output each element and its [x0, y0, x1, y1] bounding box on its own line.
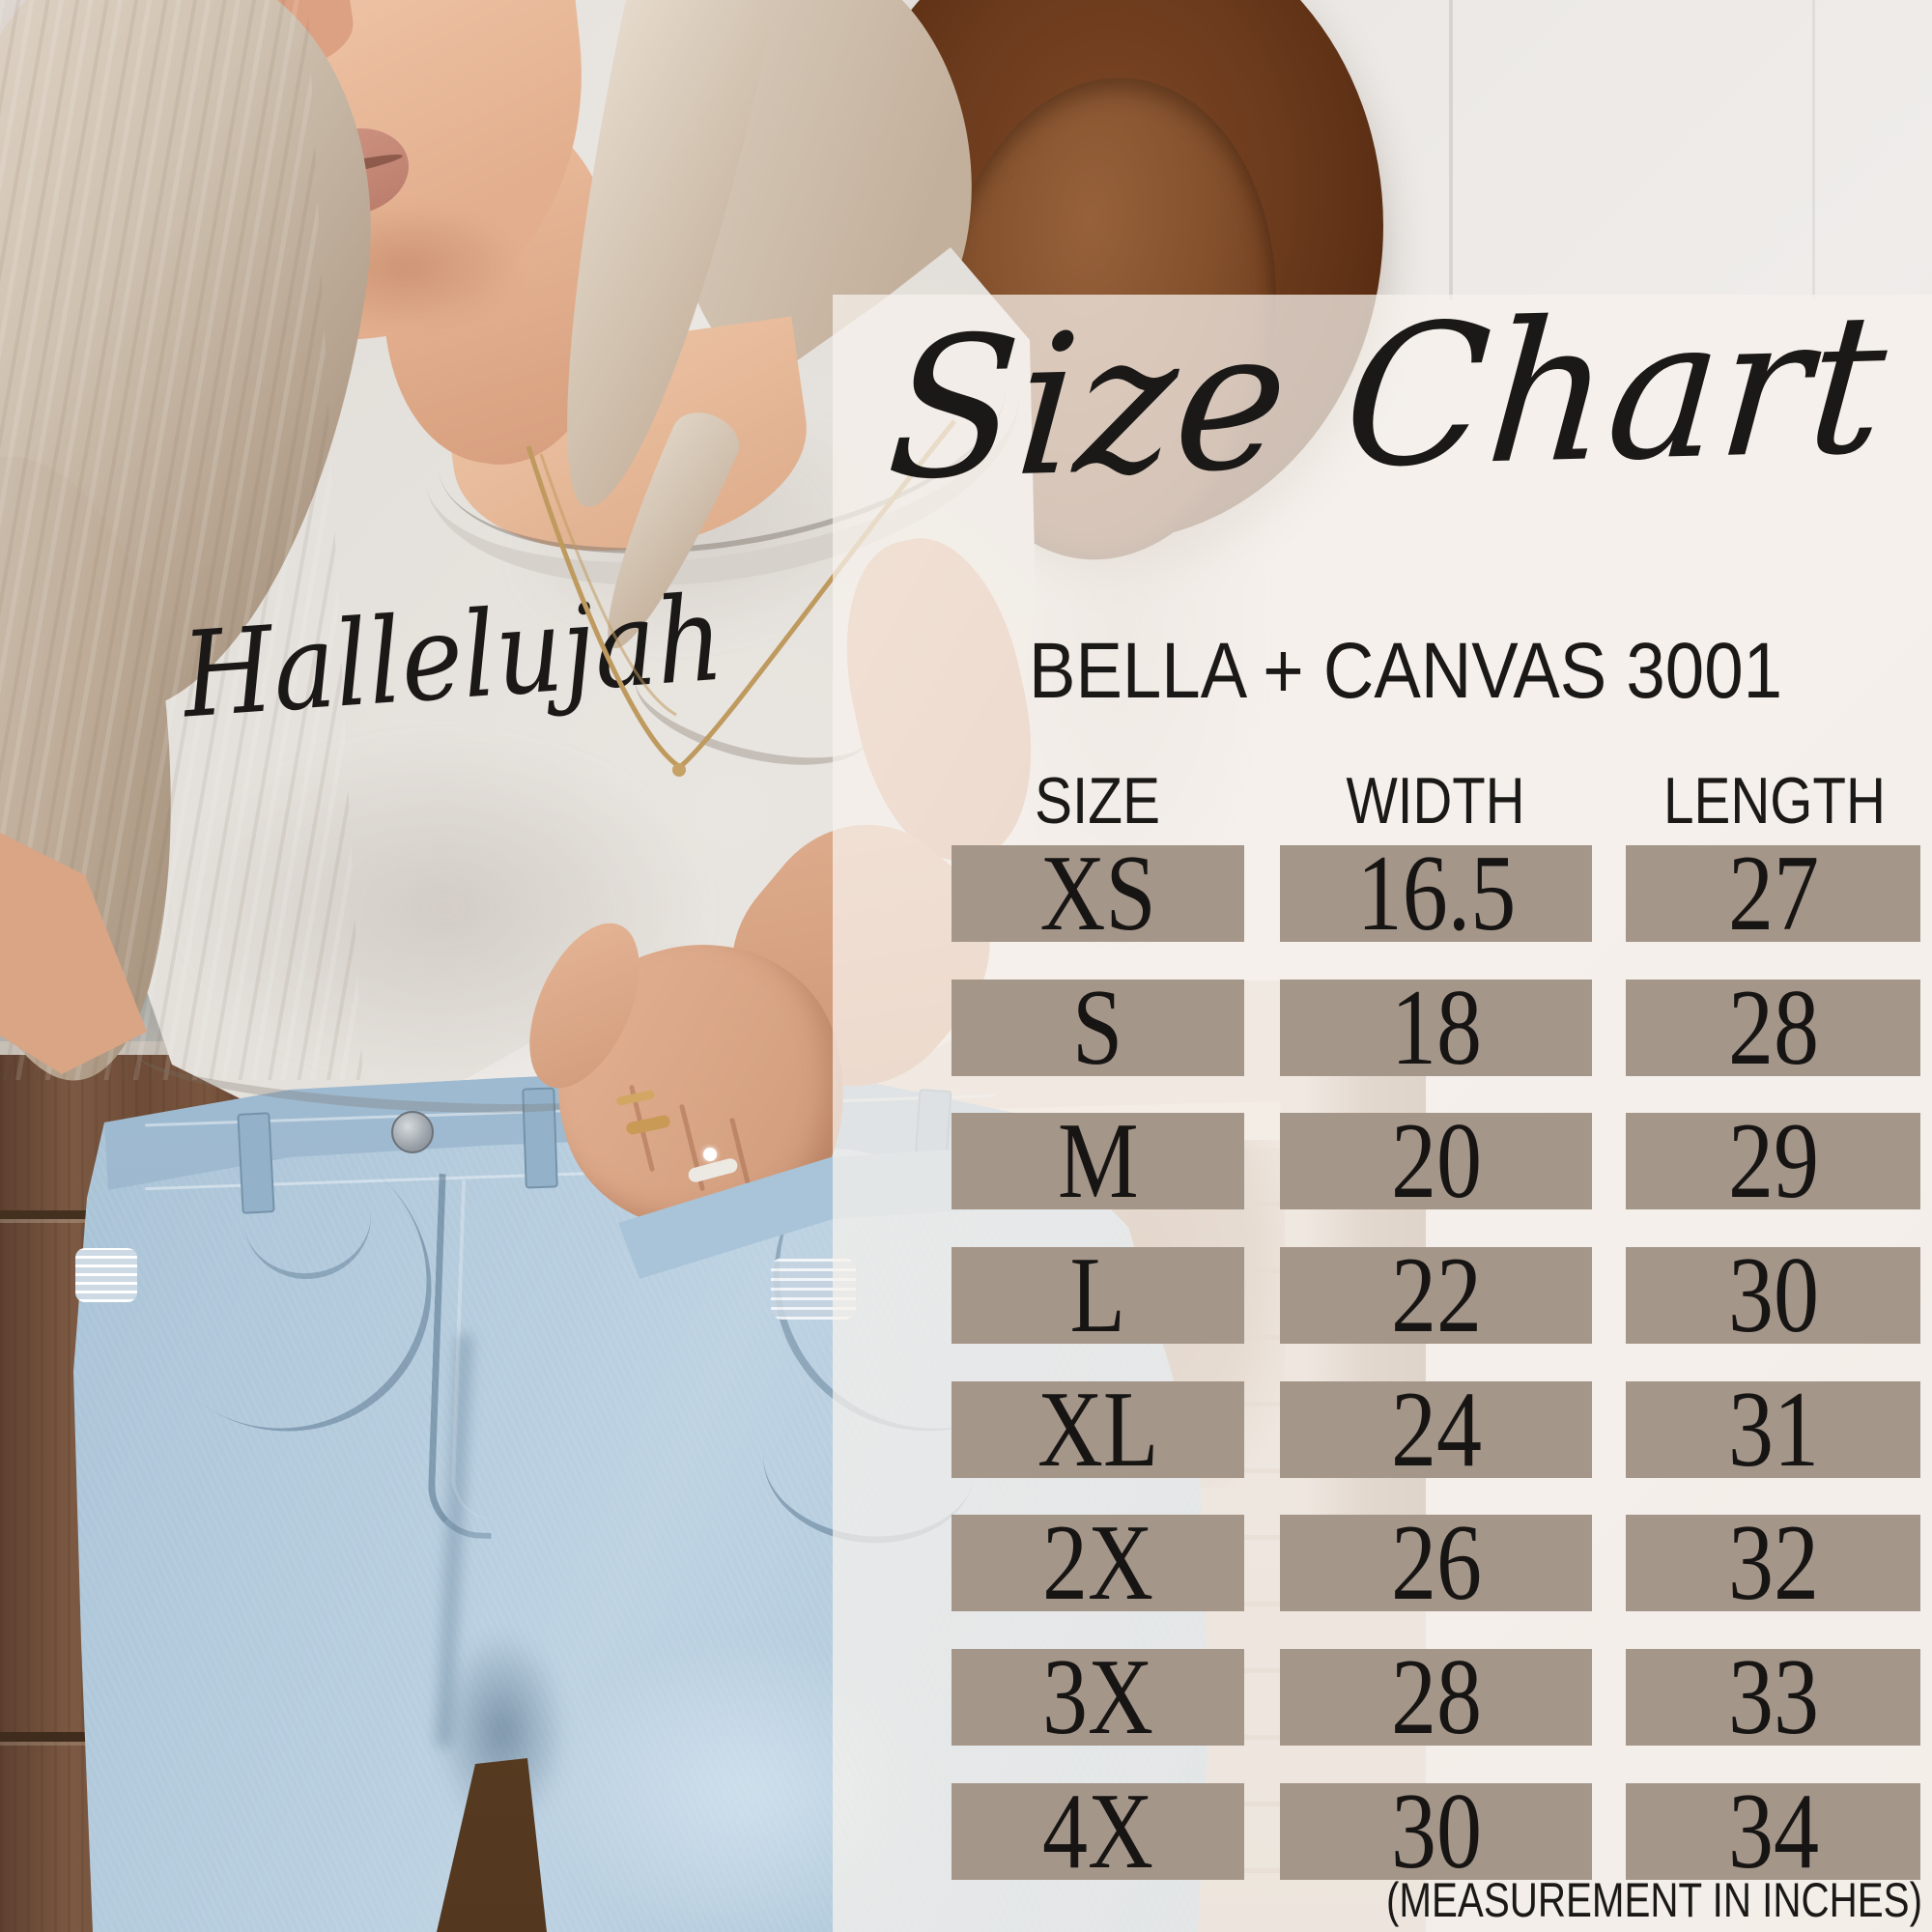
header-width: WIDTH [1347, 764, 1525, 838]
table-row-xs-length: 27 [1626, 839, 1920, 948]
table-row-4x-width: 30 [1280, 1777, 1592, 1886]
header-size: SIZE [1035, 764, 1160, 838]
table-row-xs-width: 16.5 [1280, 839, 1592, 948]
subtitle-text: BELLA + CANVAS 3001 [1029, 627, 1782, 715]
table-row-l-width: 22 [1280, 1241, 1592, 1350]
table-row-2x-length: 32 [1626, 1509, 1920, 1617]
table-row-m-width: 20 [1280, 1107, 1592, 1215]
denim-rip [75, 1248, 137, 1302]
table-row-m-length: 29 [1626, 1107, 1920, 1215]
diamond [703, 1148, 717, 1161]
table-row-xl-size: XL [952, 1376, 1244, 1484]
wall-seam [1812, 0, 1815, 299]
table-row-l-size: L [952, 1241, 1244, 1350]
table-row-2x-width: 26 [1280, 1509, 1592, 1617]
table-row-s-length: 28 [1626, 974, 1920, 1082]
table-row-xs-size: XS [952, 839, 1244, 948]
table-row-l-length: 30 [1626, 1241, 1920, 1350]
table-row-xl-length: 31 [1626, 1376, 1920, 1484]
table-row-3x-width: 28 [1280, 1643, 1592, 1751]
table-row-xl-width: 24 [1280, 1376, 1592, 1484]
title-text: Size Chart [881, 272, 1893, 524]
table-row-s-size: S [952, 974, 1244, 1082]
size-chart-title: Size Chart [881, 272, 1893, 524]
table-row-3x-length: 33 [1626, 1643, 1920, 1751]
header-length: LENGTH [1663, 764, 1886, 838]
table-row-3x-size: 3X [952, 1643, 1244, 1751]
wall-seam [1449, 0, 1453, 299]
table-row-2x-size: 2X [952, 1509, 1244, 1617]
table-header-row: SIZE WIDTH LENGTH [1035, 764, 1886, 838]
table-row-4x-length: 34 [1626, 1777, 1920, 1886]
table-row-4x-size: 4X [952, 1777, 1244, 1886]
product-subtitle: BELLA + CANVAS 3001 [1029, 627, 1782, 715]
table-row-m-size: M [952, 1107, 1244, 1215]
jeans-button [391, 1111, 434, 1153]
measurement-note: (MEASUREMENT IN INCHES) [1386, 1873, 1922, 1927]
table-row-s-width: 18 [1280, 974, 1592, 1082]
note-text: (MEASUREMENT IN INCHES) [1386, 1873, 1922, 1927]
